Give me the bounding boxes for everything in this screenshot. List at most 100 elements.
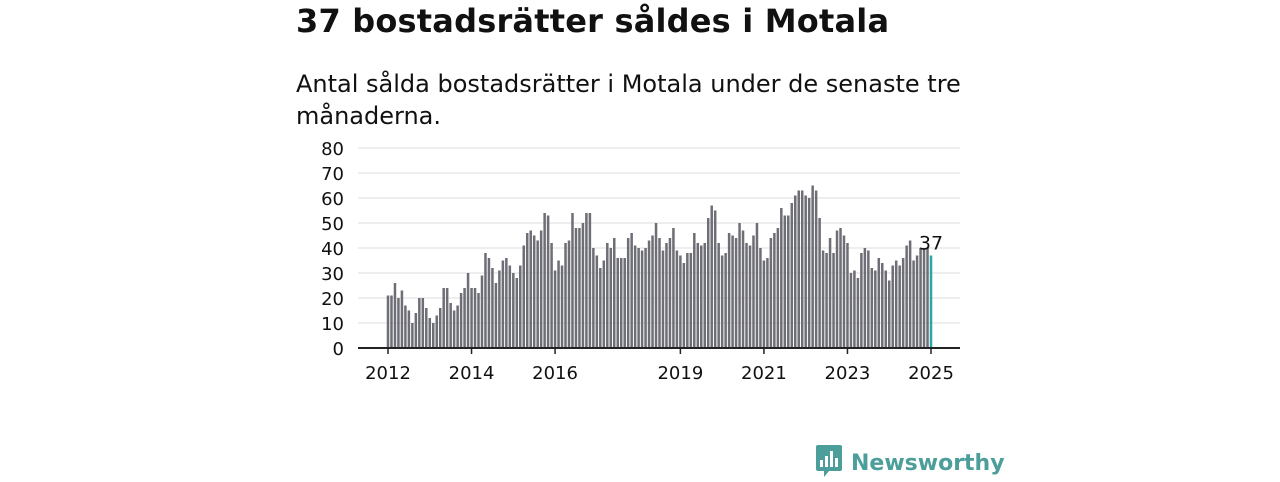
bar bbox=[901, 258, 905, 348]
bar bbox=[807, 198, 811, 348]
bar bbox=[411, 323, 414, 348]
x-axis: 2012 2014 2016 2019 2021 2023 2025 bbox=[358, 347, 960, 384]
bar bbox=[675, 250, 679, 348]
bar bbox=[738, 223, 741, 348]
y-tick-label: 30 bbox=[321, 264, 344, 285]
bar bbox=[849, 273, 853, 348]
bar bbox=[633, 245, 637, 348]
bar bbox=[811, 185, 814, 348]
brand-name: Newsworthy bbox=[851, 450, 1005, 476]
bar bbox=[491, 268, 494, 348]
bar bbox=[459, 293, 463, 348]
bar bbox=[456, 305, 459, 348]
bar bbox=[919, 248, 922, 348]
bar bbox=[884, 270, 888, 348]
bar bbox=[626, 238, 630, 348]
bar bbox=[637, 248, 640, 348]
bar bbox=[574, 228, 578, 348]
bar bbox=[404, 305, 407, 348]
bar bbox=[592, 248, 595, 348]
bar bbox=[498, 270, 501, 348]
bar bbox=[532, 235, 536, 348]
bar bbox=[449, 303, 452, 348]
bar bbox=[550, 243, 553, 348]
bar bbox=[682, 263, 686, 348]
bar bbox=[706, 218, 710, 348]
bar bbox=[839, 228, 842, 348]
bar bbox=[602, 260, 606, 348]
bar bbox=[400, 290, 404, 348]
bar bbox=[887, 280, 891, 348]
bar bbox=[397, 298, 400, 348]
newsworthy-logo-icon bbox=[815, 444, 843, 482]
bar bbox=[428, 318, 432, 348]
bar bbox=[623, 258, 626, 348]
y-tick-label: 0 bbox=[333, 339, 344, 360]
bars bbox=[386, 185, 933, 348]
bar bbox=[741, 230, 745, 348]
bar bbox=[432, 323, 435, 348]
y-tick-label: 70 bbox=[321, 164, 344, 185]
bar bbox=[814, 190, 818, 348]
bar bbox=[787, 215, 790, 348]
bar bbox=[452, 310, 456, 348]
bar bbox=[515, 278, 519, 348]
bar bbox=[553, 270, 557, 348]
bar bbox=[696, 243, 700, 348]
bar bbox=[766, 258, 769, 348]
bar bbox=[519, 265, 522, 348]
bar bbox=[668, 238, 672, 348]
bar bbox=[644, 248, 647, 348]
bar bbox=[713, 210, 717, 348]
bar bbox=[853, 270, 856, 348]
bar bbox=[776, 228, 780, 348]
bar bbox=[480, 275, 484, 348]
bar bbox=[717, 243, 720, 348]
bar bbox=[560, 265, 564, 348]
bar bbox=[727, 233, 731, 348]
bar bbox=[832, 253, 835, 348]
x-tick-label: 2023 bbox=[825, 363, 871, 384]
bar bbox=[571, 213, 574, 348]
bar bbox=[804, 195, 807, 348]
bar bbox=[797, 190, 800, 348]
bar bbox=[630, 233, 633, 348]
bar bbox=[665, 243, 668, 348]
bar bbox=[821, 250, 825, 348]
bar bbox=[595, 255, 599, 348]
bar bbox=[891, 265, 894, 348]
bar bbox=[703, 243, 707, 348]
bar bbox=[710, 205, 713, 348]
annotations: 37 bbox=[919, 233, 943, 255]
bar bbox=[473, 288, 477, 348]
brand-logo: Newsworthy bbox=[815, 444, 1005, 482]
y-axis: 0 10 20 30 40 50 60 70 80 bbox=[321, 139, 344, 360]
bar bbox=[466, 273, 470, 348]
bar-highlight bbox=[929, 255, 933, 348]
bar bbox=[658, 238, 661, 348]
bar bbox=[578, 228, 581, 348]
bar bbox=[512, 273, 515, 348]
bar bbox=[846, 243, 849, 348]
bar bbox=[418, 298, 421, 348]
bar bbox=[487, 258, 491, 348]
bar bbox=[731, 235, 734, 348]
bar bbox=[686, 253, 689, 348]
bar bbox=[529, 230, 532, 348]
bar bbox=[407, 310, 411, 348]
bar bbox=[755, 223, 759, 348]
bar bbox=[894, 260, 898, 348]
bar bbox=[842, 235, 846, 348]
bar bbox=[881, 263, 884, 348]
bar bbox=[390, 295, 393, 348]
bar bbox=[564, 243, 567, 348]
bar bbox=[752, 235, 755, 348]
bar bbox=[619, 258, 623, 348]
bar bbox=[536, 240, 539, 348]
bar bbox=[773, 233, 776, 348]
bar bbox=[599, 268, 602, 348]
x-tick-label: 2016 bbox=[532, 363, 578, 384]
highlight-value-label: 37 bbox=[919, 233, 943, 255]
bar bbox=[640, 250, 644, 348]
